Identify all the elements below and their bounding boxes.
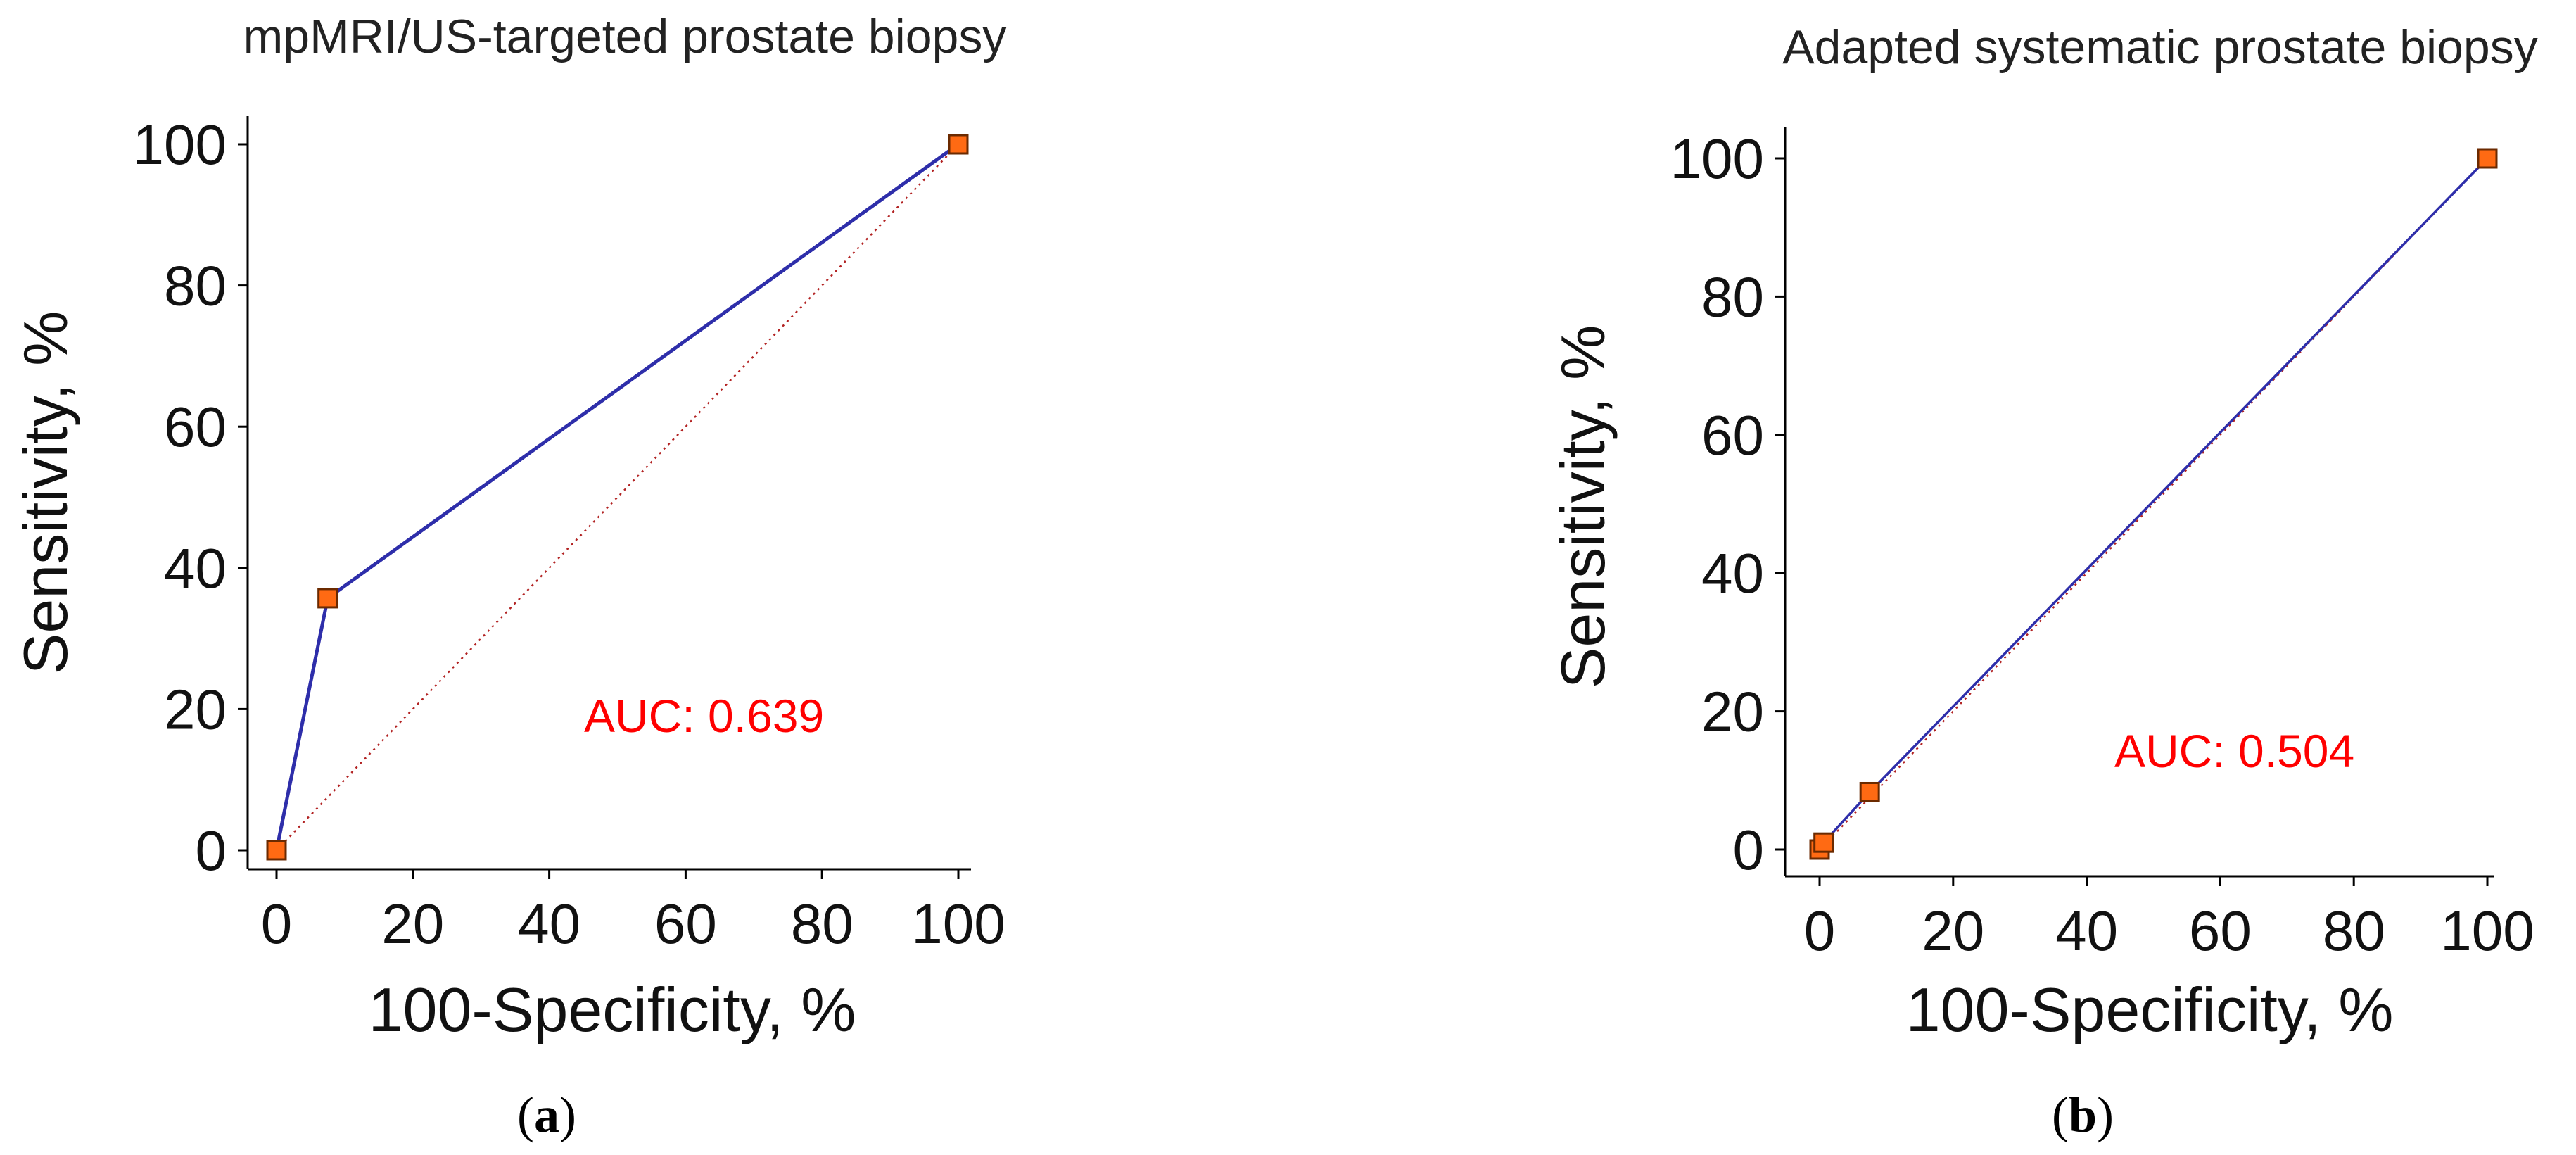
panel-a-x-tick-label: 80: [791, 892, 854, 955]
panel-a-x-tick-label: 60: [654, 892, 717, 955]
panel-a-x-tick-label: 0: [261, 892, 293, 955]
panel-b-roc-point: [1813, 832, 1834, 853]
panel-a-reference-diagonal: [276, 144, 959, 851]
panel-a-tick-marks: [238, 143, 960, 879]
panel-b-y-tick-label: 60: [1701, 404, 1764, 467]
panel-b-y-tick-label: 20: [1701, 681, 1764, 743]
panel-b-title: Adapted systematic prostate biopsy: [1782, 20, 2537, 74]
panel-a-caption-letter: a: [534, 1087, 559, 1143]
panel-a-roc-point: [948, 134, 969, 155]
panel-a-x-ticks: 0 20 40 60 80 100: [261, 892, 1005, 955]
panel-b-x-tick-label: 60: [2189, 900, 2252, 962]
panel-a-y-tick-label: 40: [164, 537, 227, 600]
panel-b-x-tick-label: 80: [2323, 900, 2385, 962]
panel-a-y-tick-label: 100: [133, 113, 227, 176]
panel-a-roc-point: [266, 840, 287, 861]
panel-a-y-tick-label: 20: [164, 678, 227, 740]
panel-b-x-tick-label: 0: [1804, 900, 1836, 962]
panel-a-roc-point: [317, 588, 338, 609]
panel-b-y-tick-label: 0: [1733, 819, 1765, 881]
panel-a-y-tick-label: 80: [164, 255, 227, 317]
panel-b-x-ticks: 0 20 40 60 80 100: [1804, 900, 2534, 962]
panel-b-reference-diagonal: [1819, 158, 2488, 850]
panel-b-roc-point: [2477, 148, 2498, 169]
panel-b-x-tick-label: 100: [2440, 900, 2534, 962]
panel-b-chart: Adapted systematic prostate biopsy 0 20 …: [1548, 20, 2538, 1143]
panel-b-tick-marks: [1775, 157, 2489, 886]
panel-a-x-tick-label: 100: [911, 892, 1005, 955]
panel-a-y-tick-label: 0: [196, 819, 227, 882]
panel-b-y-tick-label: 80: [1701, 265, 1764, 328]
panel-b-y-tick-label: 40: [1701, 542, 1764, 605]
panel-b-roc-point: [1859, 781, 1880, 802]
panel-b-auc-label: AUC: 0.504: [2114, 725, 2354, 777]
panel-a-chart: mpMRI/US-targeted prostate biopsy 0 20 4…: [11, 10, 1006, 1143]
panel-b-y-axis-label: Sensitivity, %: [1548, 325, 1618, 689]
panel-a-title: mpMRI/US-targeted prostate biopsy: [243, 10, 1007, 63]
panel-b-caption: (b): [2052, 1087, 2114, 1143]
panel-a-y-ticks: 0 20 40 60 80 100: [133, 113, 227, 882]
panel-a-y-axis-label: Sensitivity, %: [11, 311, 80, 675]
panel-b-x-tick-label: 20: [1922, 900, 1984, 962]
panel-a-caption: (a): [517, 1087, 576, 1143]
panel-b-x-tick-label: 40: [2055, 900, 2118, 962]
panel-b-y-ticks: 0 20 40 60 80 100: [1670, 127, 1764, 881]
panel-a-x-axis-label: 100-Specificity, %: [369, 975, 856, 1044]
panel-a-auc-label: AUC: 0.639: [584, 690, 824, 742]
panel-b-markers: [1809, 148, 2498, 860]
panel-a-markers: [266, 134, 969, 861]
panel-a-y-tick-label: 60: [164, 396, 227, 458]
panel-b-x-axis-label: 100-Specificity, %: [1906, 975, 2394, 1044]
panel-a-x-tick-label: 40: [518, 892, 580, 955]
panel-a-x-tick-label: 20: [381, 892, 444, 955]
panel-b-y-tick-label: 100: [1670, 127, 1764, 190]
panel-b-caption-letter: b: [2069, 1087, 2097, 1143]
